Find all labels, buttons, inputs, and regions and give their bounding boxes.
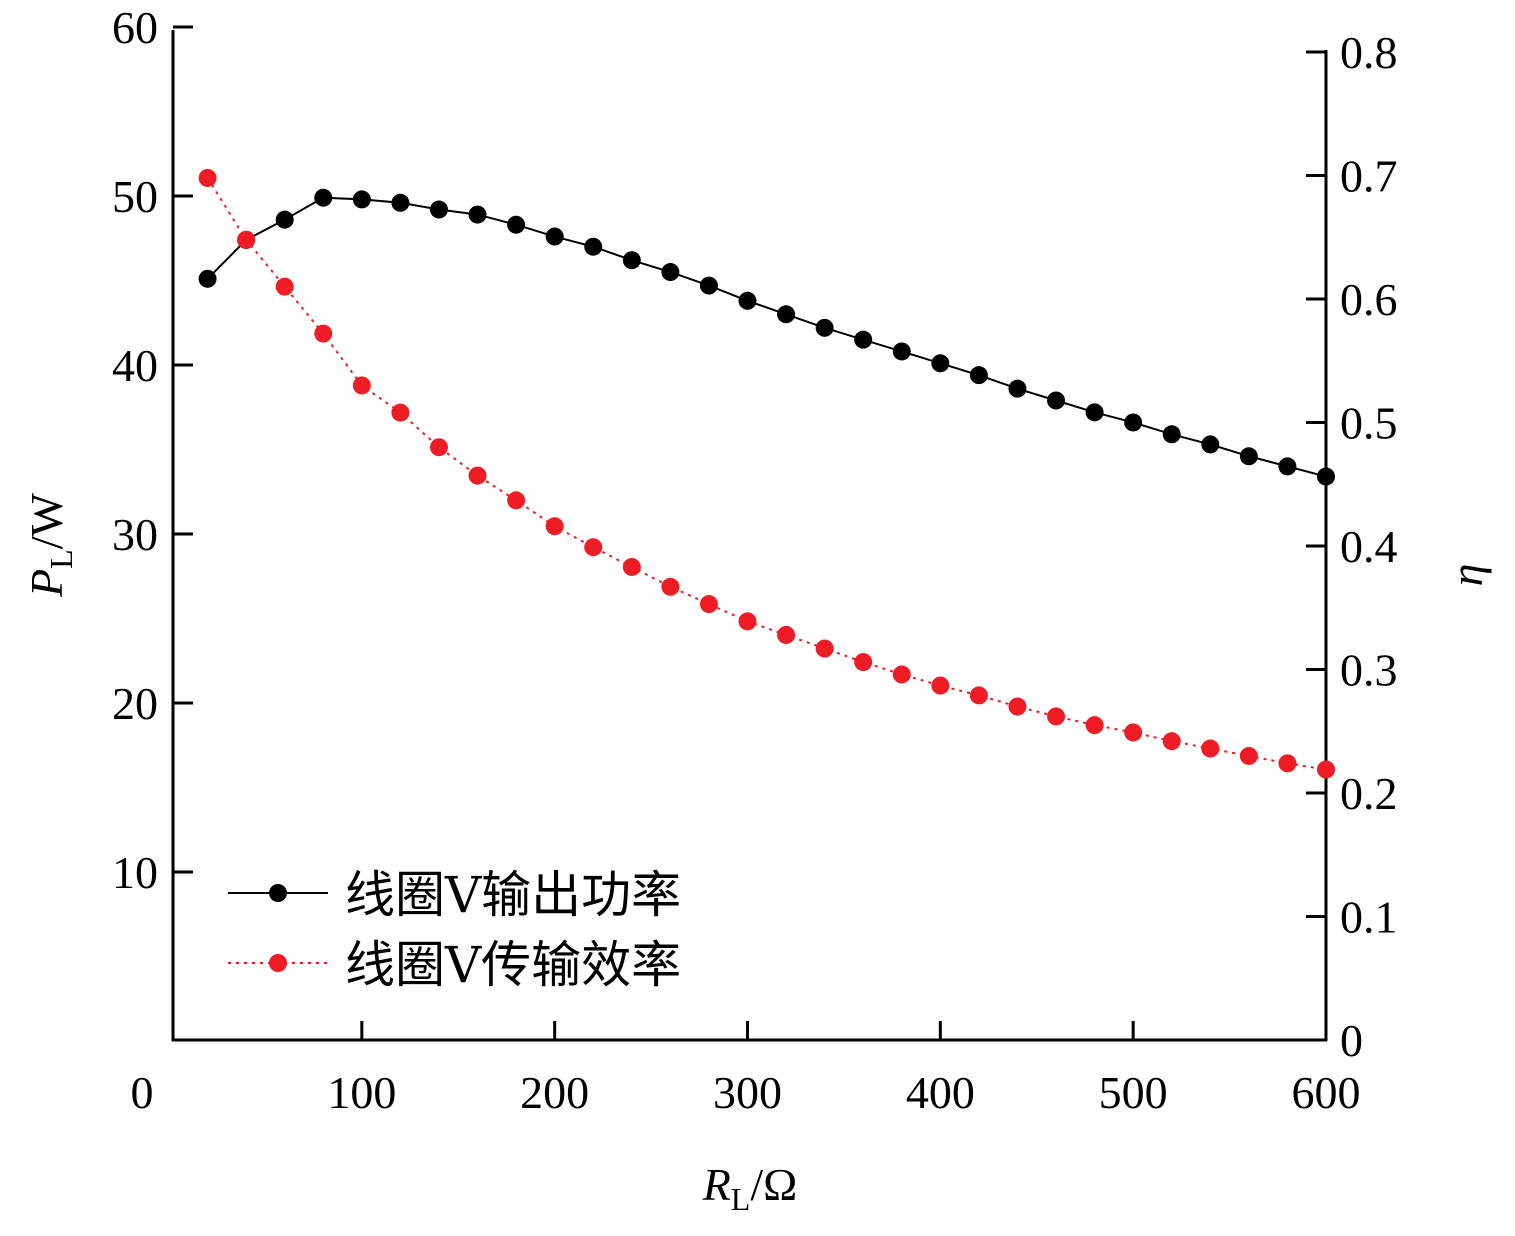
data-point — [1278, 457, 1297, 476]
y-left-tick-label: 60 — [112, 2, 158, 53]
data-point — [969, 686, 988, 705]
data-point — [198, 269, 217, 288]
series-line — [206, 177, 1327, 771]
y-right-tick-label: 0.7 — [1340, 151, 1398, 202]
x-tick-label: 300 — [713, 1067, 782, 1118]
y-left-tick-label: 30 — [112, 509, 158, 560]
data-point — [699, 276, 718, 295]
data-point — [391, 193, 410, 212]
data-point — [584, 538, 603, 557]
x-title: RL/Ω — [702, 1159, 798, 1217]
data-point — [1162, 425, 1181, 444]
data-point — [429, 438, 448, 457]
data-point — [931, 354, 950, 373]
y-left-tick-label: 20 — [112, 678, 158, 729]
data-point — [777, 625, 796, 644]
data-point — [892, 665, 911, 684]
data-point — [1008, 697, 1027, 716]
x-tick-label: 0 — [131, 1067, 154, 1118]
data-point — [391, 403, 410, 422]
data-point — [622, 557, 641, 576]
data-point — [622, 251, 641, 270]
data-point — [584, 237, 603, 256]
data-point — [1008, 379, 1027, 398]
series-1 — [198, 168, 1335, 779]
data-point — [738, 612, 757, 631]
data-point — [1239, 447, 1258, 466]
y-right-tick-label: 0.2 — [1340, 768, 1398, 819]
data-point — [815, 639, 834, 658]
legend: 线圈Ⅴ输出功率 线圈Ⅴ传输效率 — [228, 867, 681, 993]
data-point — [1047, 391, 1066, 410]
data-point — [507, 491, 526, 510]
data-point — [1239, 746, 1258, 765]
y-right-title: η — [1441, 564, 1492, 587]
data-point — [815, 318, 834, 337]
data-point — [275, 210, 294, 229]
y-right-tick-label: 0 — [1340, 1015, 1363, 1066]
data-point — [352, 190, 371, 209]
data-point — [1201, 435, 1220, 454]
y-right-tick-label: 0.4 — [1340, 521, 1398, 572]
x-tick-label: 600 — [1292, 1067, 1361, 1118]
data-point — [1317, 760, 1335, 779]
data-point — [314, 324, 333, 343]
data-point — [429, 200, 448, 219]
data-point — [892, 342, 911, 361]
y-left-tick-label: 10 — [112, 847, 158, 898]
y-right-tick-label: 0.6 — [1340, 274, 1398, 325]
data-point — [1317, 467, 1335, 486]
data-point — [1085, 716, 1104, 735]
data-point — [1162, 732, 1181, 751]
y-left-tick-label: 50 — [112, 171, 158, 222]
data-point — [854, 653, 873, 672]
data-point — [1085, 403, 1104, 422]
data-point — [468, 205, 487, 224]
y-right-tick-label: 0.1 — [1340, 892, 1398, 943]
data-point — [1201, 739, 1220, 758]
legend-marker-power — [269, 884, 287, 902]
y-left-title: PL/W — [21, 492, 79, 597]
data-point — [352, 376, 371, 395]
data-point — [854, 330, 873, 349]
series-line — [206, 196, 1327, 478]
legend-label-power: 线圈Ⅴ输出功率 — [345, 867, 681, 923]
data-point — [1124, 723, 1143, 742]
data-point — [507, 215, 526, 234]
data-point — [237, 230, 256, 249]
data-point — [545, 227, 564, 246]
y-right-tick-label: 0.5 — [1340, 398, 1398, 449]
series-0 — [198, 188, 1335, 486]
data-point — [777, 305, 796, 324]
y-right-tick-label: 0.8 — [1340, 27, 1398, 78]
y-right-tick-label: 0.3 — [1340, 645, 1398, 696]
x-tick-label: 500 — [1099, 1067, 1168, 1118]
data-point — [1124, 413, 1143, 432]
legend-marker-efficiency — [269, 954, 287, 972]
data-point — [699, 595, 718, 614]
x-tick-label: 400 — [906, 1067, 975, 1118]
data-point — [738, 291, 757, 310]
data-point — [661, 263, 680, 282]
data-point — [468, 466, 487, 485]
data-point — [275, 277, 294, 296]
x-tick-label: 100 — [327, 1067, 396, 1118]
data-point — [1278, 754, 1297, 773]
data-point — [931, 676, 950, 695]
data-point — [969, 366, 988, 385]
data-point — [1047, 707, 1066, 726]
legend-label-efficiency: 线圈Ⅴ传输效率 — [345, 937, 681, 993]
y-left-tick-label: 40 — [112, 340, 158, 391]
data-point — [661, 577, 680, 596]
data-point — [198, 168, 217, 187]
x-tick-label: 200 — [520, 1067, 589, 1118]
data-point — [545, 517, 564, 536]
data-point — [314, 188, 333, 207]
